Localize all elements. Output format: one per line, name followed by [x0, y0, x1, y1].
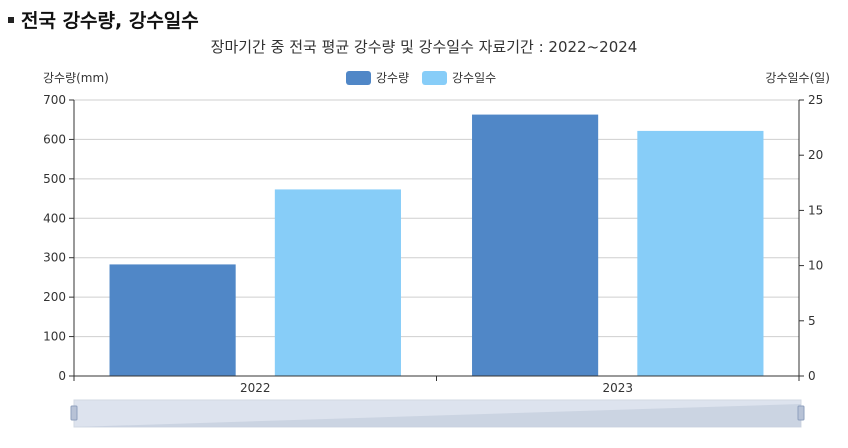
section-title: 전국 강수량, 강수일수 — [8, 6, 199, 33]
x-tick-label: 2023 — [602, 381, 633, 395]
axes: 0 100 200 300 400 500 600 700 0 5 10 15 20 25 2022 2023 — [43, 93, 823, 395]
y-left-tick-label: 500 — [43, 172, 66, 186]
y-left-tick-label: 400 — [43, 211, 66, 225]
chart-title: 장마기간 중 전국 평균 강수량 및 강수일수 자료기간 : 2022~2024 — [211, 38, 638, 56]
legend-swatch-days — [422, 71, 447, 85]
legend-swatch-rainfall — [346, 71, 371, 85]
bar-days-2022[interactable] — [274, 189, 401, 376]
section-title-text: 전국 강수량, 강수일수 — [21, 10, 199, 32]
legend-label-rainfall: 강수량 — [376, 71, 409, 85]
y-right-tick-label: 0 — [808, 369, 816, 383]
y-left-tick-label: 300 — [43, 251, 66, 265]
y-left-tick-label: 700 — [43, 93, 66, 107]
y-axis-right-label: 강수일수(일) — [765, 71, 830, 85]
data-zoom-preview — [74, 404, 801, 427]
y-right-tick-label: 20 — [808, 148, 823, 162]
bar-days-2023[interactable] — [637, 130, 764, 376]
bar-rainfall-2023[interactable] — [472, 114, 599, 377]
y-left-tick-label: 200 — [43, 290, 66, 304]
data-zoom-handle-left[interactable] — [70, 405, 78, 421]
x-tick-label: 2022 — [240, 381, 271, 395]
y-right-tick-label: 15 — [808, 203, 823, 217]
bars — [109, 114, 764, 377]
y-left-tick-label: 600 — [43, 132, 66, 146]
y-right-tick-label: 10 — [808, 259, 823, 273]
y-left-tick-label: 100 — [43, 330, 66, 344]
bullet-icon — [8, 16, 14, 23]
y-left-tick-label: 0 — [58, 369, 66, 383]
data-zoom-slider[interactable] — [70, 399, 805, 428]
y-right-tick-label: 25 — [808, 93, 823, 107]
legend[interactable]: 강수량 강수일수 — [346, 71, 496, 85]
y-axis-left-label: 강수량(mm) — [43, 71, 109, 85]
data-zoom-handle-right[interactable] — [797, 405, 805, 421]
bar-rainfall-2022[interactable] — [109, 264, 236, 376]
legend-label-days: 강수일수 — [452, 71, 496, 85]
y-right-tick-label: 5 — [808, 314, 816, 328]
